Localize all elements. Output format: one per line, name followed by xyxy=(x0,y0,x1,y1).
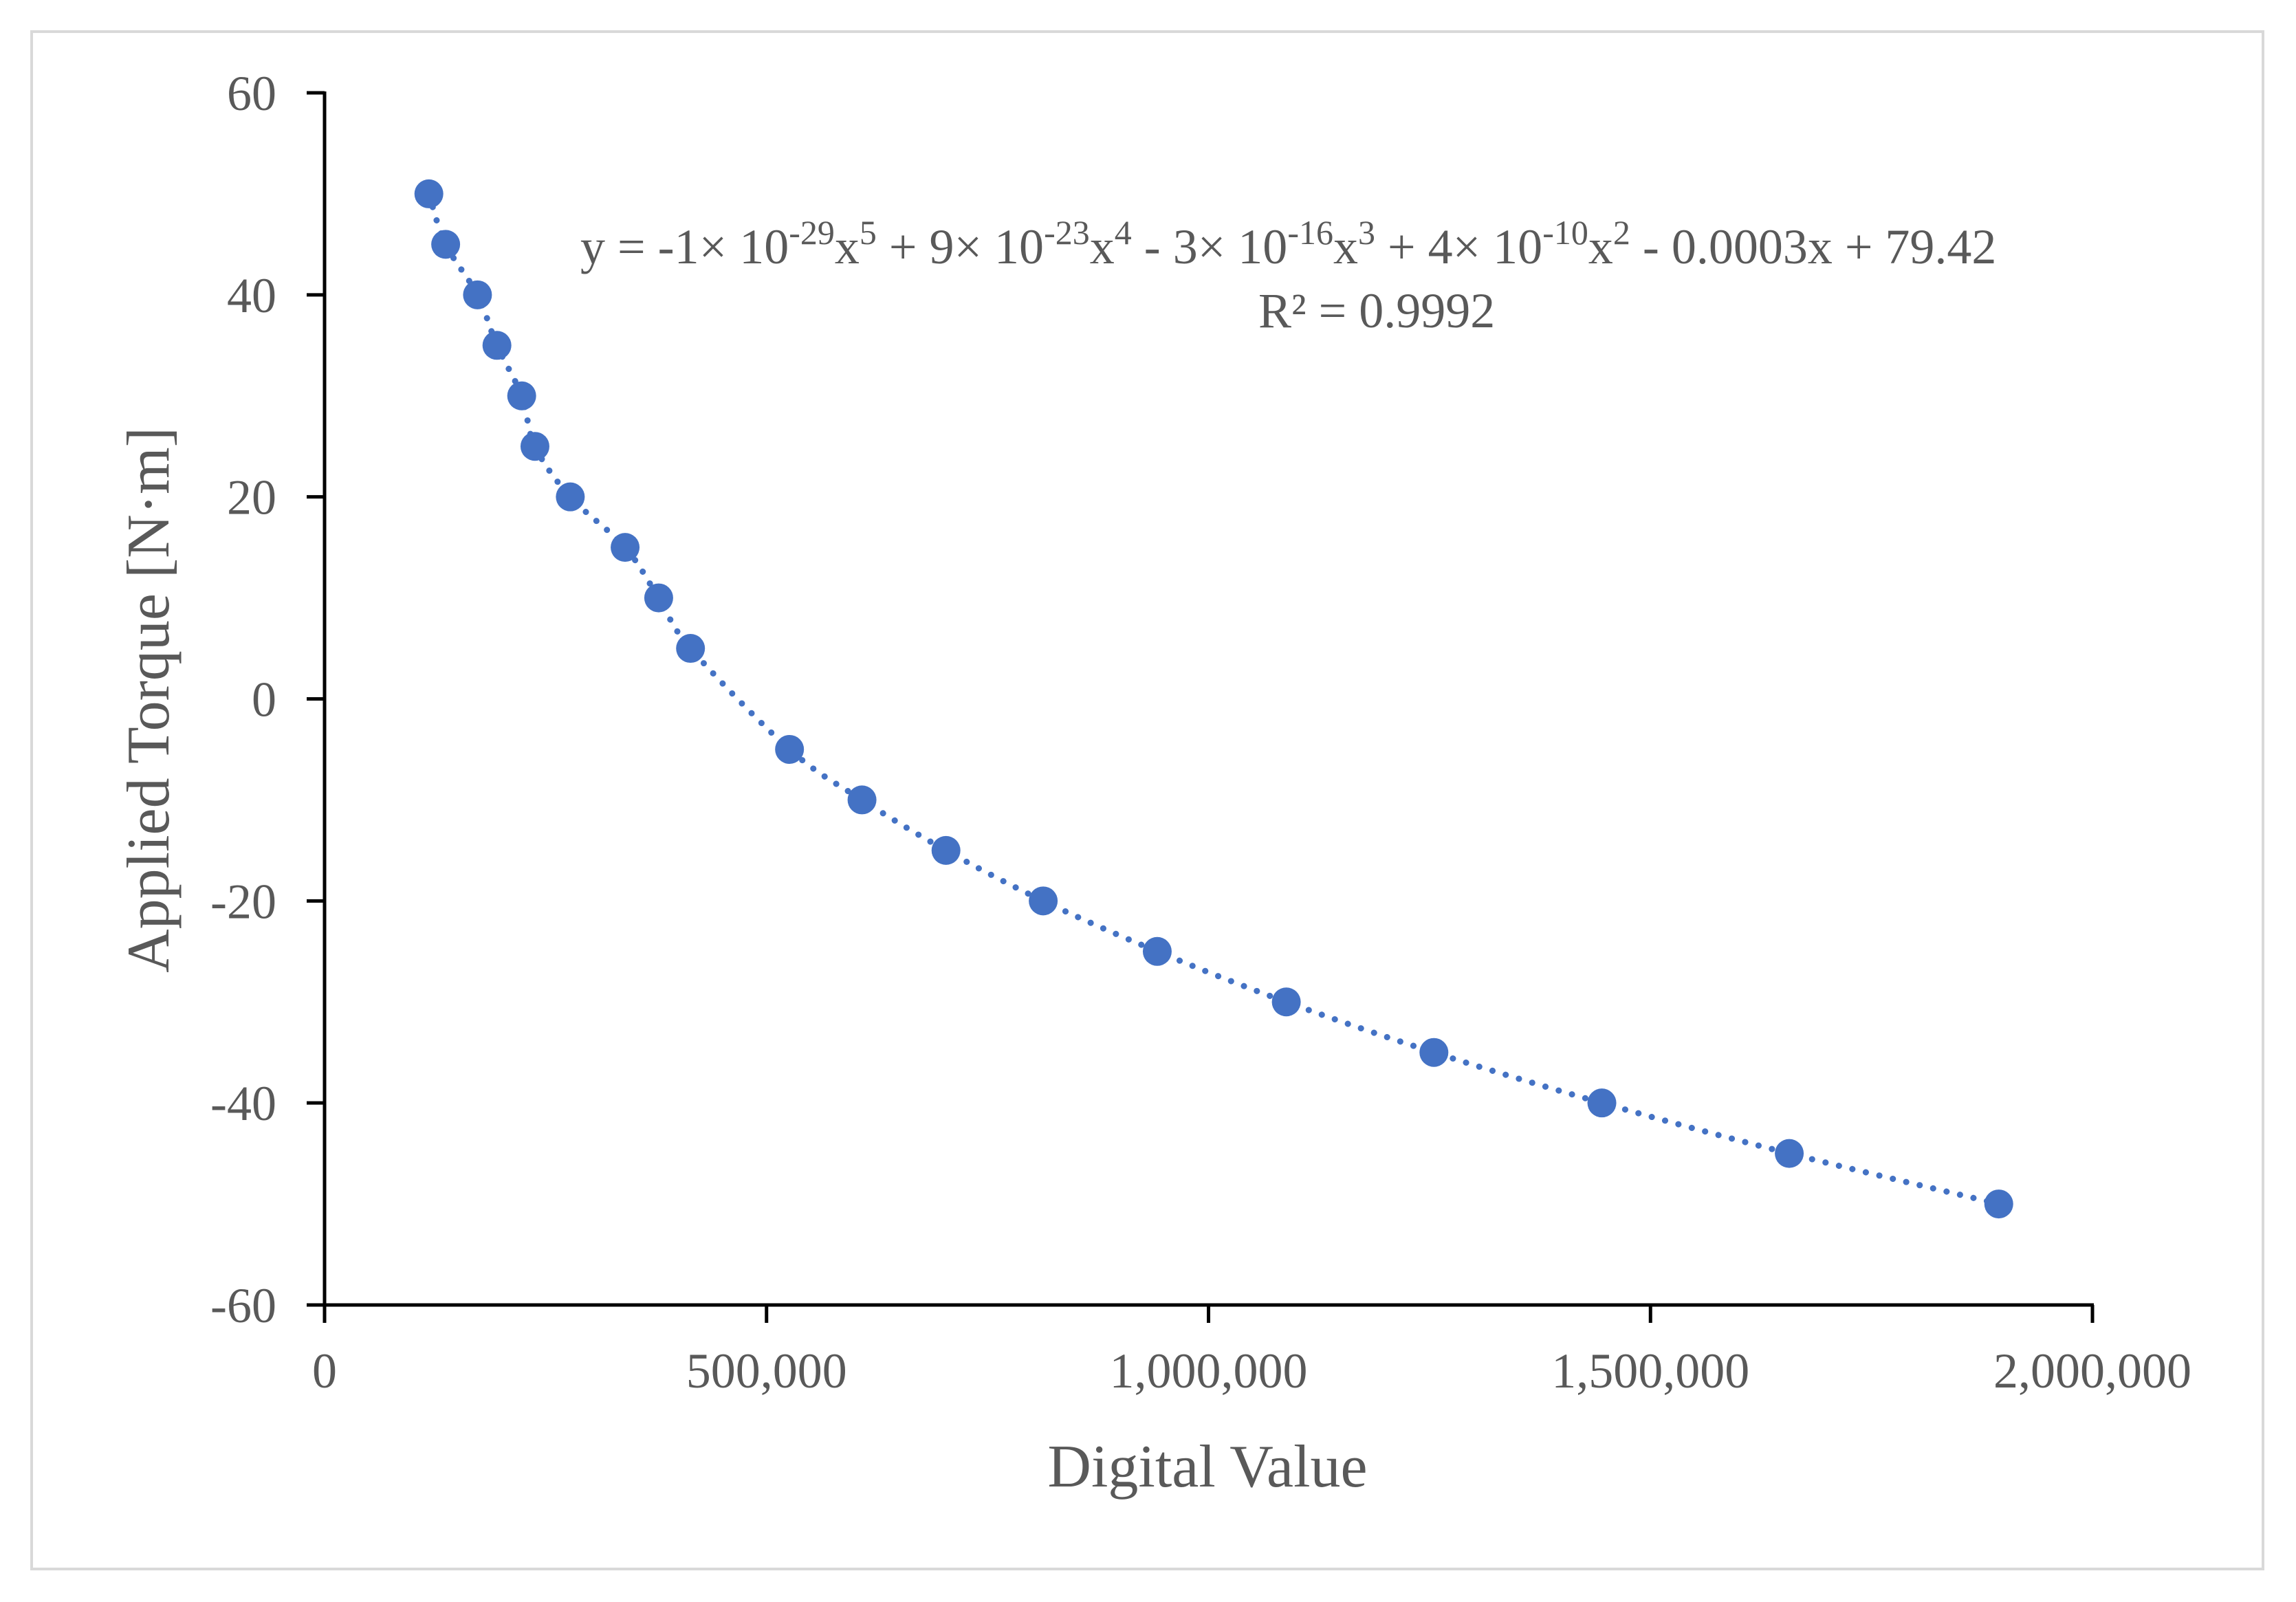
y-tick-label: 40 xyxy=(227,268,276,323)
data-point xyxy=(1419,1038,1449,1067)
x-axis-title: Digital Value xyxy=(1047,1434,1367,1500)
data-points xyxy=(414,179,2013,1219)
eq-exponent: -16 xyxy=(1287,213,1333,252)
eq-part: x xyxy=(1090,219,1115,274)
data-point xyxy=(775,734,805,764)
eq-part: - 3× 10 xyxy=(1132,219,1288,274)
y-tick-label: 60 xyxy=(227,66,276,121)
trendline-equation: y = -1× 10-29x5 + 9× 10-23x4 - 3× 10-16x… xyxy=(580,213,1996,274)
y-tick-label: -60 xyxy=(210,1278,276,1333)
y-axis-ticks: -60 -40 -20 0 20 40 60 xyxy=(210,66,325,1333)
eq-part: x xyxy=(835,219,860,274)
data-point xyxy=(1984,1189,2013,1219)
data-point xyxy=(1142,936,1172,966)
eq-exponent: -23 xyxy=(1044,213,1090,252)
eq-part: x xyxy=(1333,219,1358,274)
eq-part: x xyxy=(1588,219,1613,274)
data-point xyxy=(676,634,706,663)
data-point xyxy=(414,179,444,208)
data-point xyxy=(507,381,536,410)
y-tick-label: -20 xyxy=(210,874,276,929)
trendline-path xyxy=(426,190,2002,1207)
y-axis-title: Applied Torque [N·m] xyxy=(116,427,182,973)
data-point xyxy=(644,583,673,613)
x-tick-label: 2,000,000 xyxy=(1993,1343,2191,1398)
y-tick-label: 0 xyxy=(252,672,276,727)
eq-part: - 0.0003x + 79.42 xyxy=(1630,219,1997,274)
data-point xyxy=(556,482,585,512)
data-point xyxy=(1775,1139,1804,1168)
r-squared-label: R² = 0.9992 xyxy=(1258,283,1495,338)
eq-exponent: 3 xyxy=(1358,213,1375,252)
data-point xyxy=(463,280,492,309)
y-tick-label: -40 xyxy=(210,1076,276,1131)
trendline xyxy=(426,190,2002,1207)
eq-exponent: 4 xyxy=(1115,213,1132,252)
x-tick-label: 1,000,000 xyxy=(1110,1343,1308,1398)
eq-part: + 4× 10 xyxy=(1375,219,1542,274)
x-tick-label: 1,500,000 xyxy=(1551,1343,1749,1398)
eq-part: + 9× 10 xyxy=(877,219,1044,274)
data-point xyxy=(611,533,640,562)
chart-frame xyxy=(30,30,2264,1570)
x-tick-label: 0 xyxy=(312,1343,337,1398)
data-point xyxy=(931,835,961,865)
data-point xyxy=(431,230,461,259)
eq-part: y = -1× 10 xyxy=(580,219,789,274)
data-point xyxy=(482,331,512,360)
eq-exponent: -10 xyxy=(1542,213,1588,252)
eq-exponent: -29 xyxy=(789,213,835,252)
y-tick-label: 20 xyxy=(227,470,276,525)
x-axis-ticks: 0 500,000 1,000,000 1,500,000 2,000,000 xyxy=(312,1305,2191,1398)
data-point xyxy=(520,432,549,461)
x-tick-label: 500,000 xyxy=(686,1343,847,1398)
data-point xyxy=(847,785,877,815)
eq-exponent: 2 xyxy=(1613,213,1630,252)
data-point xyxy=(1271,987,1301,1017)
data-point xyxy=(1587,1088,1617,1118)
eq-exponent: 5 xyxy=(860,213,877,252)
data-point xyxy=(1029,886,1058,916)
